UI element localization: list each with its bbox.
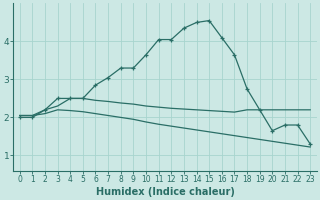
X-axis label: Humidex (Indice chaleur): Humidex (Indice chaleur) <box>96 187 234 197</box>
